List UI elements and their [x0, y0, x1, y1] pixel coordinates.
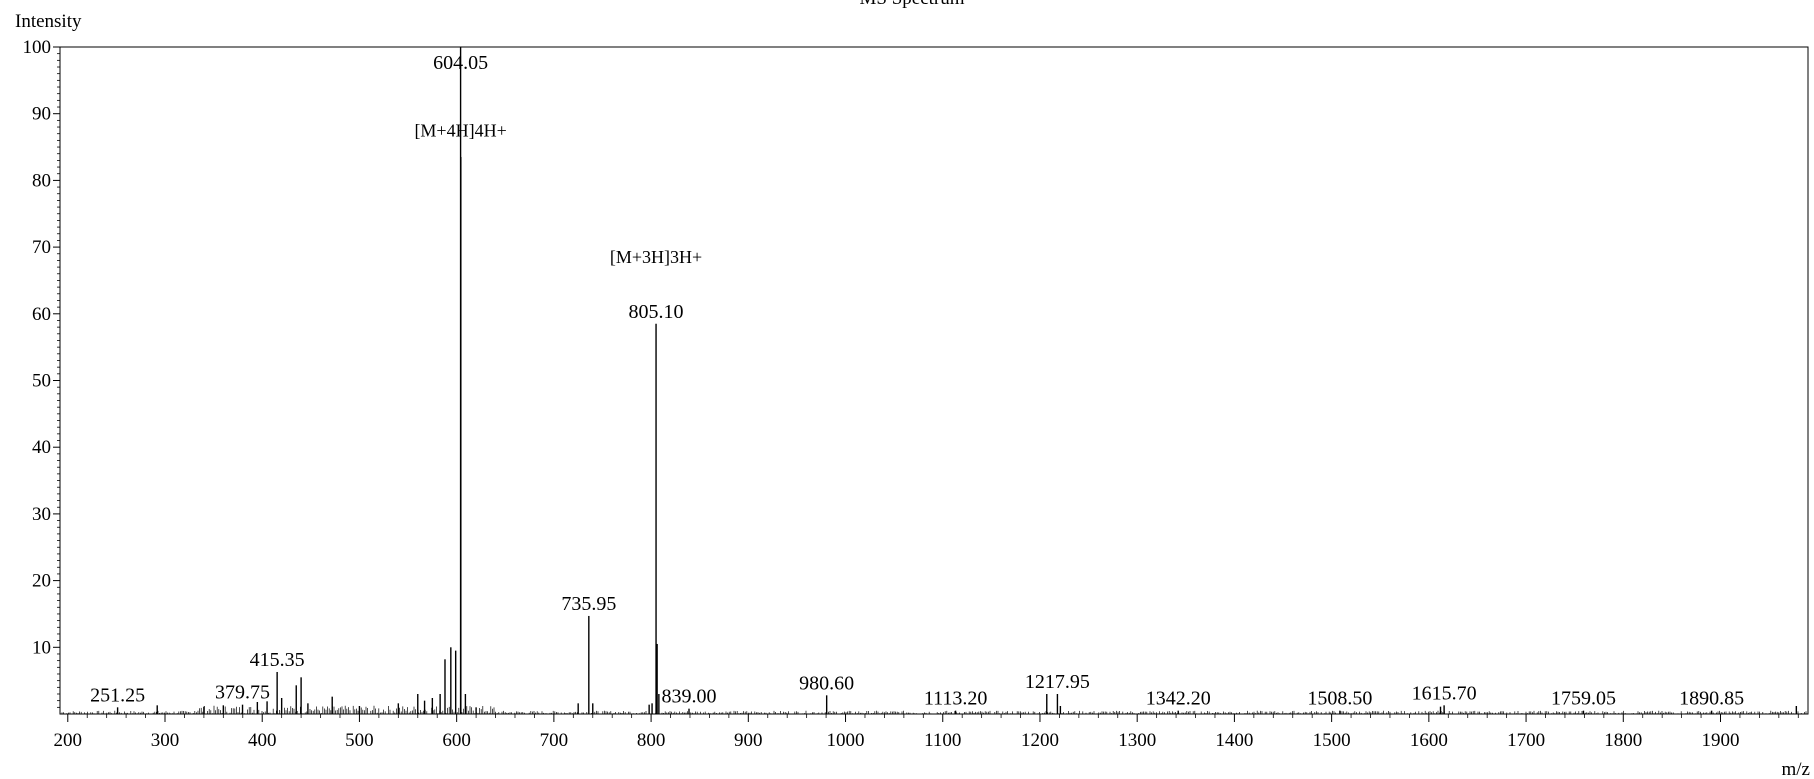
y-tick-label: 40: [32, 437, 51, 458]
y-tick-label: 20: [32, 571, 51, 592]
peak-series: [116, 47, 1798, 714]
x-tick-label: 1900: [1702, 730, 1740, 751]
peak-label: 604.05: [433, 52, 488, 74]
x-tick-label: 1300: [1118, 730, 1156, 751]
peak-label: 1615.70: [1412, 682, 1477, 704]
axes: 10 20 30 40 50 60 70 80 90 100 200 300 400 500 600 700 8…: [23, 37, 1809, 751]
y-tick-label: 90: [32, 104, 51, 125]
x-tick-label: 1800: [1604, 730, 1642, 751]
peak-label: 1508.50: [1307, 688, 1372, 710]
peak-label: 805.10: [629, 301, 684, 323]
peak-label: 980.60: [799, 672, 854, 694]
x-tick-label: 700: [540, 730, 569, 751]
x-tick-label: 200: [54, 730, 83, 751]
peak-label: 1342.20: [1146, 688, 1211, 710]
x-tick-label: 1100: [924, 730, 961, 751]
x-tick-label: 1400: [1215, 730, 1253, 751]
x-tick-label: 900: [734, 730, 763, 751]
x-tick-label: 1000: [827, 730, 865, 751]
y-tick-label: 70: [32, 237, 51, 258]
ion-annotation: [M+4H]4H+: [414, 120, 506, 140]
chart-title: MS Spectrum: [859, 0, 964, 9]
x-tick-label: 500: [345, 730, 374, 751]
peak-labels: 251.25 379.75 415.35 604.05 735.95 805.10 839.…: [90, 52, 1744, 710]
peak-label: 1217.95: [1025, 671, 1090, 693]
peak-label: 379.75: [215, 682, 270, 704]
x-axis-label: m/z: [1782, 759, 1811, 779]
peak-label: 1759.05: [1551, 688, 1616, 710]
y-tick-label: 100: [23, 37, 52, 58]
x-tick-label: 600: [442, 730, 471, 751]
peak-label: 251.25: [90, 684, 145, 706]
plot-frame: [59, 46, 1809, 715]
y-tick-label: 30: [32, 504, 51, 525]
x-tick-label: 300: [151, 730, 180, 751]
y-tick-label: 50: [32, 371, 51, 392]
peak-label: 415.35: [250, 649, 305, 671]
y-tick-label: 10: [32, 637, 51, 658]
peak-label: 1113.20: [924, 688, 988, 710]
peak-label: 735.95: [561, 593, 616, 615]
y-tick-label: 80: [32, 170, 51, 191]
peak-label: 839.00: [662, 686, 717, 708]
x-tick-label: 1200: [1021, 730, 1059, 751]
peak-label: 1890.85: [1679, 688, 1744, 710]
x-tick-label: 1500: [1313, 730, 1351, 751]
x-tick-label: 1700: [1507, 730, 1545, 751]
x-tick-label: 800: [637, 730, 666, 751]
y-tick-label: 60: [32, 304, 51, 325]
y-axis-label: Intensity: [15, 11, 82, 32]
x-tick-label: 400: [248, 730, 277, 751]
ion-annotation: [M+3H]3H+: [610, 247, 702, 267]
x-tick-label: 1600: [1410, 730, 1448, 751]
